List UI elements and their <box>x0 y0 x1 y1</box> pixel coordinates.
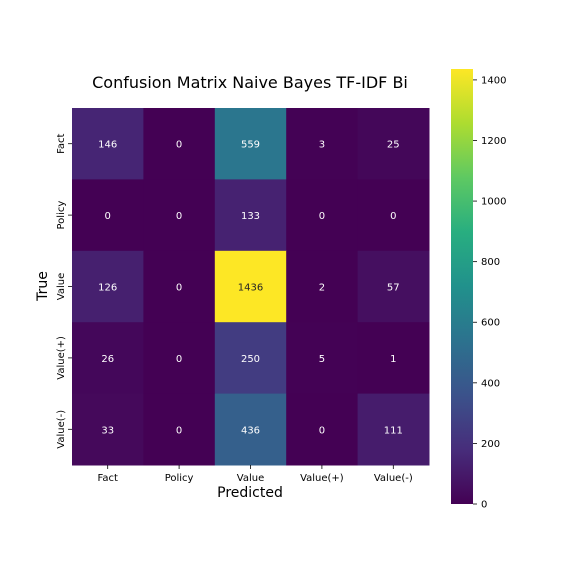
cell-value-label: 0 <box>390 211 396 222</box>
heatmap-cell <box>214 250 287 323</box>
heatmap-cell <box>357 250 430 323</box>
cell-value-label: 25 <box>387 140 400 151</box>
x-axis-ticks: Fact Policy Value Value(+) Value(-) <box>98 465 413 484</box>
heatmap-cell <box>214 108 287 180</box>
y-tick-label: Fact <box>56 133 67 153</box>
heatmap-cell <box>286 108 359 180</box>
colorbar-tick-label: 600 <box>481 318 500 329</box>
y-tick-label: Policy <box>56 201 67 230</box>
heatmap-cell <box>143 393 216 466</box>
colorbar-tick-label: 1200 <box>481 136 506 147</box>
heatmap-cell <box>214 179 287 252</box>
colorbar <box>451 69 473 504</box>
cell-value-label: 250 <box>241 354 260 365</box>
cell-value-label: 111 <box>384 425 403 436</box>
heatmap-cell <box>357 108 430 180</box>
heatmap-cell <box>143 250 216 323</box>
x-tick-label: Policy <box>165 473 194 484</box>
colorbar-tick-label: 1400 <box>481 75 506 86</box>
y-axis-label: True <box>35 271 51 302</box>
y-axis-ticks: Fact Policy Value Value(+) Value(-) <box>56 133 72 449</box>
heatmap-cell <box>357 393 430 466</box>
cell-value-label: 0 <box>176 140 182 151</box>
heatmap-cell <box>357 179 430 252</box>
cell-value-label: 126 <box>98 283 117 294</box>
cell-value-label: 0 <box>176 211 182 222</box>
colorbar-tick-label: 1000 <box>481 197 506 208</box>
cell-value-label: 0 <box>176 354 182 365</box>
cell-value-label: 0 <box>105 211 111 222</box>
cell-value-label: 133 <box>241 211 260 222</box>
heatmap-cell <box>286 179 359 252</box>
heatmap-cell <box>143 322 216 395</box>
cell-value-label: 33 <box>101 425 114 436</box>
cell-value-label: 1436 <box>238 283 263 294</box>
heatmap-cell <box>143 108 216 180</box>
x-tick-label: Value(-) <box>374 473 413 484</box>
cell-value-label: 0 <box>319 425 325 436</box>
cell-value-label: 26 <box>101 354 114 365</box>
y-tick-label: Value(-) <box>56 410 67 449</box>
y-tick-label: Value <box>56 273 67 300</box>
heatmap-cell <box>72 393 144 466</box>
cell-value-label: 146 <box>98 140 117 151</box>
cell-value-label: 436 <box>241 425 260 436</box>
heatmap-cell <box>72 322 144 395</box>
cell-value-label: 0 <box>176 425 182 436</box>
x-tick-label: Value <box>237 473 264 484</box>
cell-value-label: 0 <box>319 211 325 222</box>
colorbar-ticks: 0 200 400 600 800 1000 1200 1400 <box>473 75 506 511</box>
heatmap-cell <box>357 322 430 395</box>
x-tick-label: Fact <box>98 473 118 484</box>
heatmap-cell <box>214 322 287 395</box>
heatmap-cell <box>72 179 144 252</box>
cell-value-label: 1 <box>390 354 396 365</box>
heatmap-cell <box>72 108 144 180</box>
chart-title: Confusion Matrix Naive Bayes TF-IDF Bi <box>92 73 408 92</box>
y-tick-label: Value(+) <box>56 336 67 380</box>
cell-value-label: 559 <box>241 140 260 151</box>
heatmap-cell <box>143 179 216 252</box>
heatmap-cell <box>286 393 359 466</box>
cell-value-label: 2 <box>319 283 325 294</box>
colorbar-tick-label: 0 <box>481 500 487 511</box>
heatmap-cell <box>286 322 359 395</box>
heatmap-cell <box>214 393 287 466</box>
cell-value-label: 57 <box>387 283 400 294</box>
cell-value-label: 5 <box>319 354 325 365</box>
heatmap-cell <box>72 250 144 323</box>
colorbar-tick-label: 800 <box>481 257 500 268</box>
heatmap-cell <box>286 250 359 323</box>
x-tick-label: Value(+) <box>300 473 344 484</box>
x-axis-label: Predicted <box>217 485 283 501</box>
colorbar-tick-label: 400 <box>481 378 500 389</box>
cell-value-label: 0 <box>176 283 182 294</box>
cell-value-label: 3 <box>319 140 325 151</box>
heatmap-cells <box>72 108 430 466</box>
colorbar-tick-label: 200 <box>481 439 500 450</box>
